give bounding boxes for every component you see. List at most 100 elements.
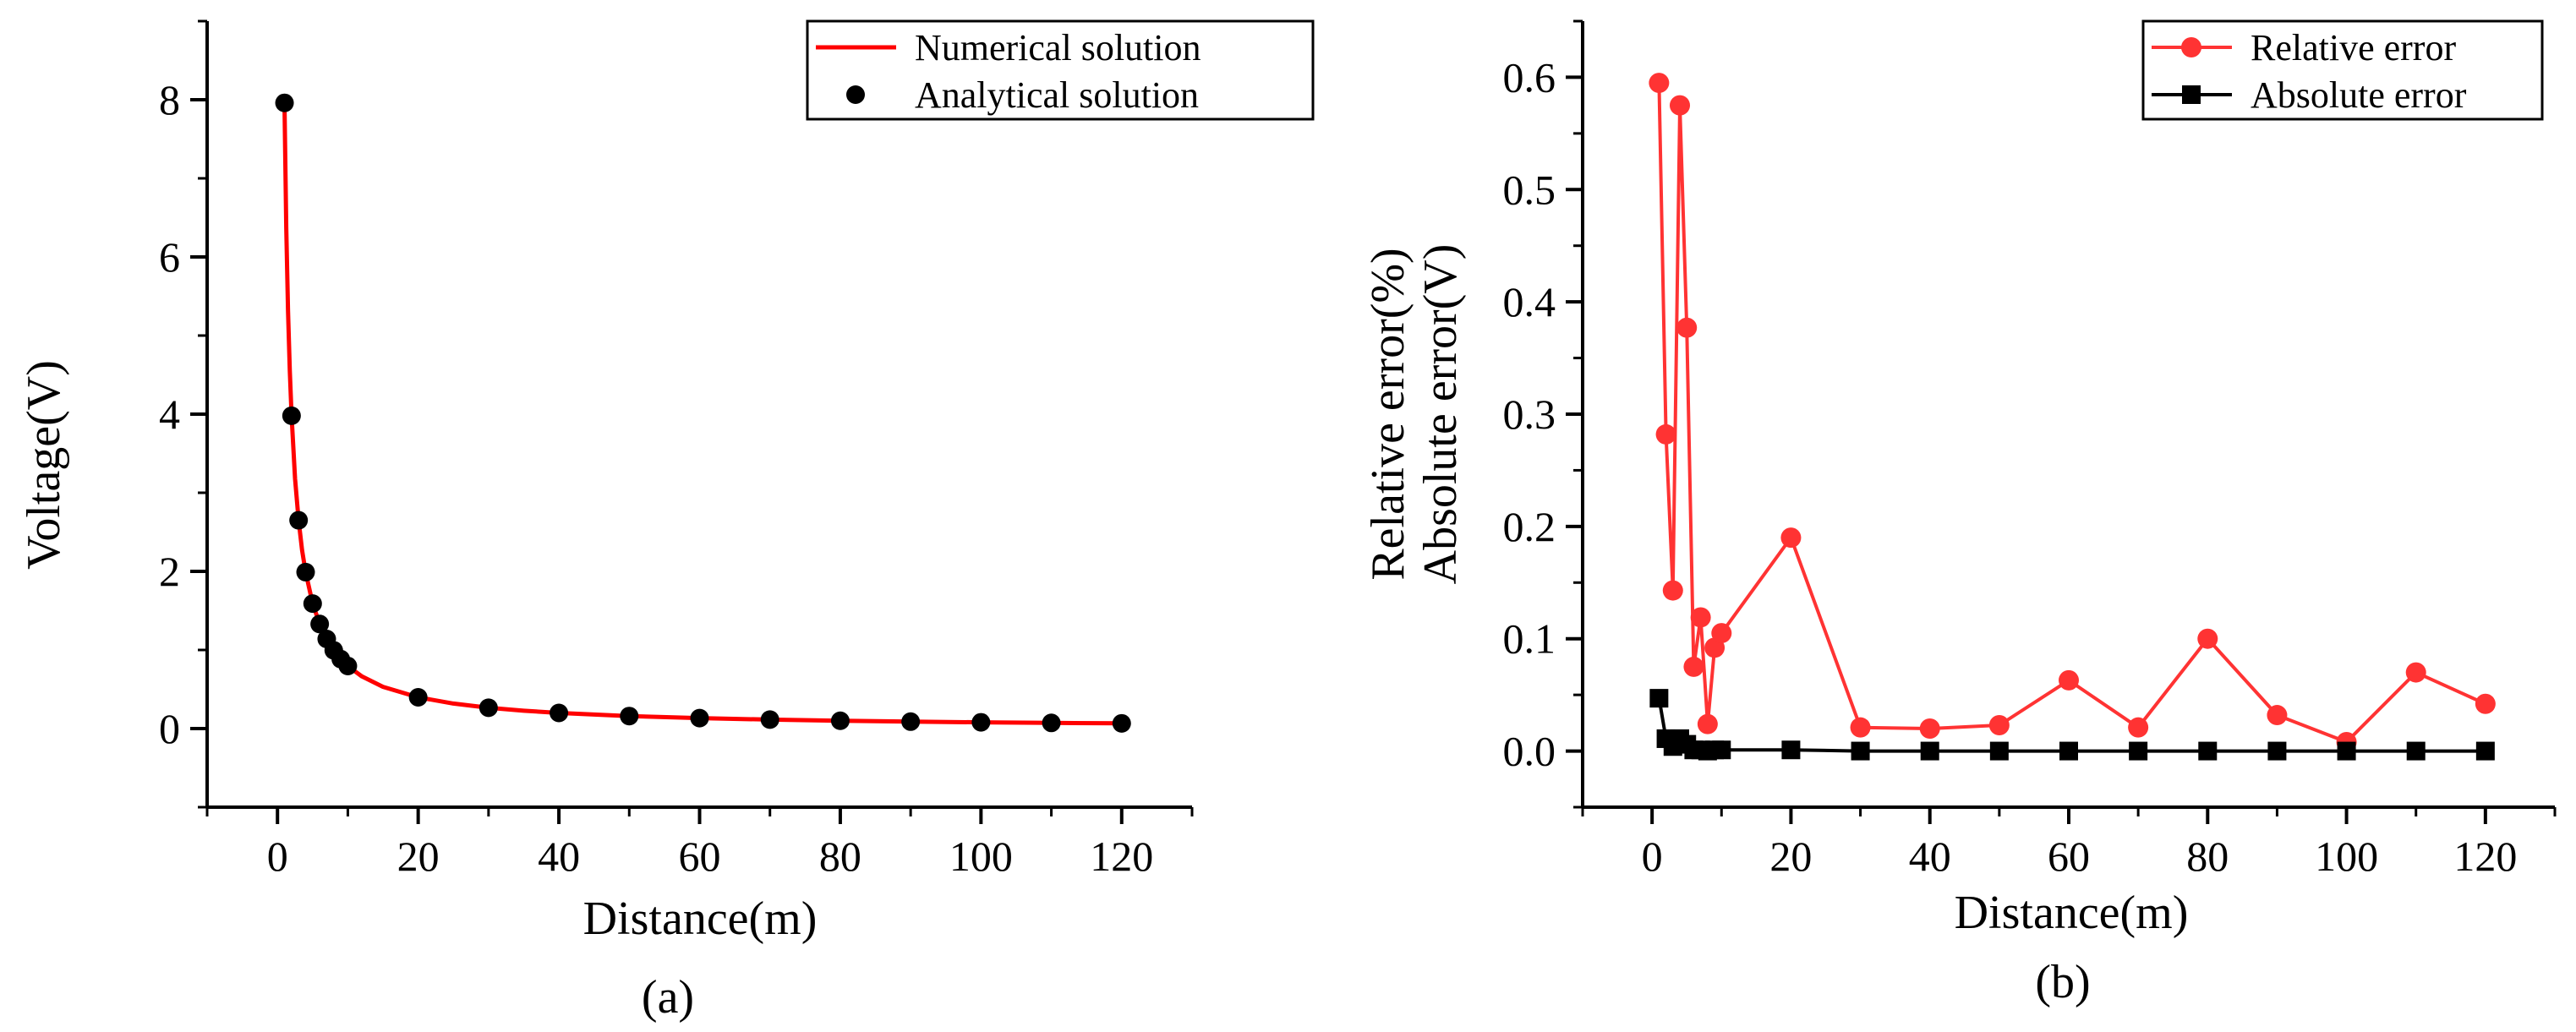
panel-a-ticks: 0 20 40 60 80 100 120 0 2 4 6 8: [159, 19, 1194, 880]
b-x-tick-label: 80: [2186, 833, 2229, 880]
panel-a-marks: [275, 93, 1131, 733]
relative-error-point: [2267, 705, 2288, 726]
absolute-error-point: [2406, 741, 2426, 761]
analytical-solution-point: [338, 656, 358, 675]
a-x-tick-label: 40: [538, 833, 580, 880]
analytical-solution-point: [303, 594, 322, 614]
relative-error-point: [1676, 317, 1698, 338]
panel-b-caption: (b): [2035, 956, 2090, 1008]
a-x-tick-label: 0: [267, 833, 288, 880]
absolute-error-point: [2059, 741, 2078, 761]
analytical-solution-point: [289, 511, 309, 530]
panel-b-ticks: 0 20 40 60 80 100 120 0.0 0.1 0.2 0.3 0.4 0.5 0.6: [1503, 19, 2557, 880]
analytical-solution-point: [282, 406, 301, 425]
absolute-error-point: [1649, 689, 1669, 708]
legend-absolute-label: Absolute error: [2251, 74, 2467, 116]
b-y-tick-label: 0.4: [1503, 278, 1556, 325]
b-y-tick-label: 0.3: [1503, 390, 1556, 438]
relative-error-point: [1711, 623, 1732, 644]
analytical-solution-point: [550, 703, 569, 723]
panel-b-x-label: Distance(m): [1955, 887, 2189, 939]
panel-a-y-label: Voltage(V): [18, 360, 70, 570]
analytical-solution-point: [1042, 713, 1061, 733]
analytical-solution-point: [310, 614, 330, 634]
absolute-error-point: [1851, 741, 1870, 761]
relative-error-point: [1780, 527, 1802, 549]
relative-error-line: [1657, 83, 2486, 744]
b-x-tick-label: 60: [2048, 833, 2090, 880]
relative-error-point: [2128, 717, 2149, 738]
panel-a-x-label: Distance(m): [583, 893, 818, 945]
analytical-solution-point: [1112, 713, 1131, 733]
a-x-tick-label: 120: [1090, 833, 1153, 880]
analytical-solution-point: [296, 562, 315, 582]
absolute-error-point: [2129, 741, 2148, 761]
analytical-solution-point: [830, 711, 850, 730]
panel-a-legend-box: [806, 19, 1315, 121]
legend-relative-marker: [2181, 37, 2201, 57]
a-x-tick-label: 80: [819, 833, 861, 880]
analytical-solution-point: [408, 687, 428, 707]
a-x-tick-label: 60: [679, 833, 721, 880]
analytical-solution-point: [760, 710, 779, 729]
relative-error-point: [1850, 717, 1871, 738]
relative-error-point: [1670, 95, 1690, 116]
a-y-tick-label: 0: [159, 705, 180, 752]
panel-a: 0 20 40 60 80 100 120 0 2 4 6 8 Distance(m) Voltage…: [18, 19, 1315, 1024]
b-y-tick-label: 0.2: [1503, 503, 1556, 550]
b-y-tick-label: 0.0: [1503, 728, 1556, 775]
absolute-error-point: [1989, 741, 2009, 761]
absolute-error-point: [2475, 741, 2495, 761]
relative-error-point: [1697, 713, 1718, 734]
panel-b-marks: [1649, 73, 2496, 761]
analytical-solution-point: [479, 698, 498, 718]
relative-error-point: [2405, 662, 2426, 683]
a-y-tick-label: 2: [159, 548, 180, 595]
b-y-tick-label: 0.5: [1503, 166, 1556, 213]
analytical-solution-point: [620, 707, 639, 726]
b-y-tick-label: 0.6: [1503, 53, 1556, 101]
panel-b: 0 20 40 60 80 100 120 0.0 0.1 0.2 0.3 0.4 0.5 0.6 Dis…: [1362, 19, 2557, 1008]
b-x-tick-label: 100: [2315, 833, 2378, 880]
analytical-solution-point: [971, 713, 991, 732]
absolute-error-point: [1712, 740, 1731, 760]
relative-error-point: [2197, 628, 2218, 649]
a-y-tick-label: 8: [159, 76, 180, 123]
absolute-error-point: [2198, 741, 2218, 761]
absolute-error-point: [2267, 741, 2287, 761]
b-y-tick-label: 0.1: [1503, 615, 1556, 663]
legend-relative-label: Relative error: [2251, 27, 2456, 68]
relative-error-point: [1919, 718, 1940, 739]
panel-a-legend: Numerical solution Analytical solution: [806, 19, 1315, 121]
absolute-error-point: [1920, 741, 1939, 761]
b-x-tick-label: 40: [1909, 833, 1951, 880]
legend-absolute-marker: [2182, 85, 2201, 104]
b-x-tick-label: 0: [1642, 833, 1663, 880]
legend-analytical-marker: [846, 85, 865, 104]
legend-analytical-label: Analytical solution: [915, 74, 1199, 116]
analytical-solution-point: [901, 712, 921, 731]
a-x-tick-label: 20: [397, 833, 440, 880]
a-y-tick-label: 4: [159, 390, 180, 438]
relative-error-point: [1662, 580, 1683, 601]
relative-error-point: [1988, 715, 2010, 736]
relative-error-point: [1690, 607, 1711, 628]
relative-error-point: [2059, 669, 2079, 691]
panel-b-y-label-relative: Relative error(%): [1362, 248, 1414, 580]
a-x-tick-label: 100: [949, 833, 1013, 880]
panel-b-legend: Relative error Absolute error: [2141, 19, 2544, 121]
b-x-tick-label: 20: [1769, 833, 1812, 880]
b-x-tick-label: 120: [2453, 833, 2517, 880]
relative-error-point: [1683, 656, 1704, 677]
panel-a-caption: (a): [642, 971, 694, 1024]
numerical-solution-line: [282, 102, 1122, 726]
relative-error-point: [2475, 693, 2496, 714]
absolute-error-point: [2337, 741, 2356, 761]
analytical-solution-point: [275, 93, 294, 112]
relative-error-point: [1655, 423, 1676, 445]
a-y-tick-label: 6: [159, 233, 180, 281]
panel-b-legend-box: [2141, 19, 2544, 121]
legend-numerical-label: Numerical solution: [915, 27, 1201, 68]
